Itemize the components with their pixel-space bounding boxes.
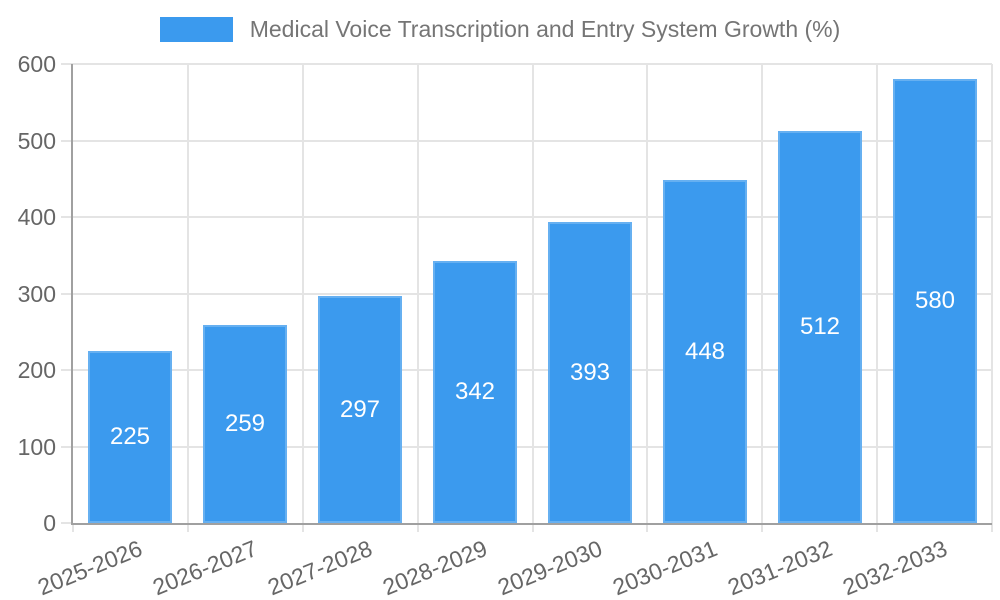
- y-axis-tick: [61, 369, 73, 371]
- x-tick-label: 2027-2028: [264, 535, 376, 600]
- bar: 297: [318, 296, 402, 523]
- x-axis-tick: [991, 523, 993, 532]
- bar: 393: [548, 222, 632, 523]
- gridline-vertical: [761, 64, 763, 523]
- x-tick-label: 2029-2030: [494, 535, 606, 600]
- x-tick-label: 2025-2026: [34, 535, 146, 600]
- bar: 580: [893, 79, 977, 523]
- y-tick-label: 300: [17, 281, 56, 307]
- x-axis-tick: [646, 523, 648, 532]
- y-tick-label: 500: [17, 128, 56, 154]
- x-tick-label: 2028-2029: [379, 535, 491, 600]
- bar-value-label: 225: [109, 423, 151, 450]
- gridline-vertical: [646, 64, 648, 523]
- bar: 225: [88, 351, 172, 523]
- x-axis-tick: [761, 523, 763, 532]
- x-axis-tick: [417, 523, 419, 532]
- bar: 342: [433, 261, 517, 523]
- y-axis-tick: [61, 63, 73, 65]
- gridline-vertical: [187, 64, 189, 523]
- bar-value-label: 259: [224, 410, 266, 437]
- x-axis-tick: [302, 523, 304, 532]
- y-tick-label: 100: [17, 434, 56, 460]
- x-axis-tick: [72, 523, 74, 532]
- y-axis-tick: [61, 522, 73, 524]
- y-tick-label: 0: [43, 510, 56, 536]
- y-axis-tick: [61, 293, 73, 295]
- gridline-vertical: [532, 64, 534, 523]
- bar-value-label: 512: [799, 313, 841, 340]
- x-axis-tick: [876, 523, 878, 532]
- gridline-vertical: [991, 64, 993, 523]
- y-axis-tick: [61, 140, 73, 142]
- x-axis-tick: [187, 523, 189, 532]
- bar-value-label: 297: [339, 395, 381, 423]
- y-axis-line: [71, 64, 73, 523]
- x-tick-label: 2030-2031: [609, 535, 721, 600]
- gridline-vertical: [302, 64, 304, 523]
- gridline-vertical: [876, 64, 878, 523]
- y-tick-label: 600: [17, 51, 56, 77]
- x-tick-label: 2026-2027: [149, 535, 261, 600]
- x-tick-label: 2032-2033: [839, 535, 951, 600]
- chart-legend[interactable]: Medical Voice Transcription and Entry Sy…: [0, 16, 1000, 43]
- x-tick-label: 2031-2032: [724, 535, 836, 600]
- bar-value-label: 342: [454, 378, 496, 405]
- bar-value-label: 393: [569, 358, 611, 386]
- bar-value-label: 580: [914, 287, 956, 314]
- y-axis-tick: [61, 216, 73, 218]
- x-axis-line: [71, 523, 992, 525]
- bar: 512: [778, 131, 862, 523]
- bar: 259: [203, 325, 287, 523]
- y-tick-label: 200: [17, 357, 56, 383]
- legend-label: Medical Voice Transcription and Entry Sy…: [249, 16, 841, 42]
- y-tick-label: 400: [17, 204, 56, 230]
- x-axis-tick: [532, 523, 534, 532]
- bar: 448: [663, 180, 747, 523]
- gridline-vertical: [417, 64, 419, 523]
- bar-value-label: 448: [684, 337, 726, 365]
- legend-swatch-icon: [159, 17, 233, 42]
- y-axis-tick: [61, 446, 73, 448]
